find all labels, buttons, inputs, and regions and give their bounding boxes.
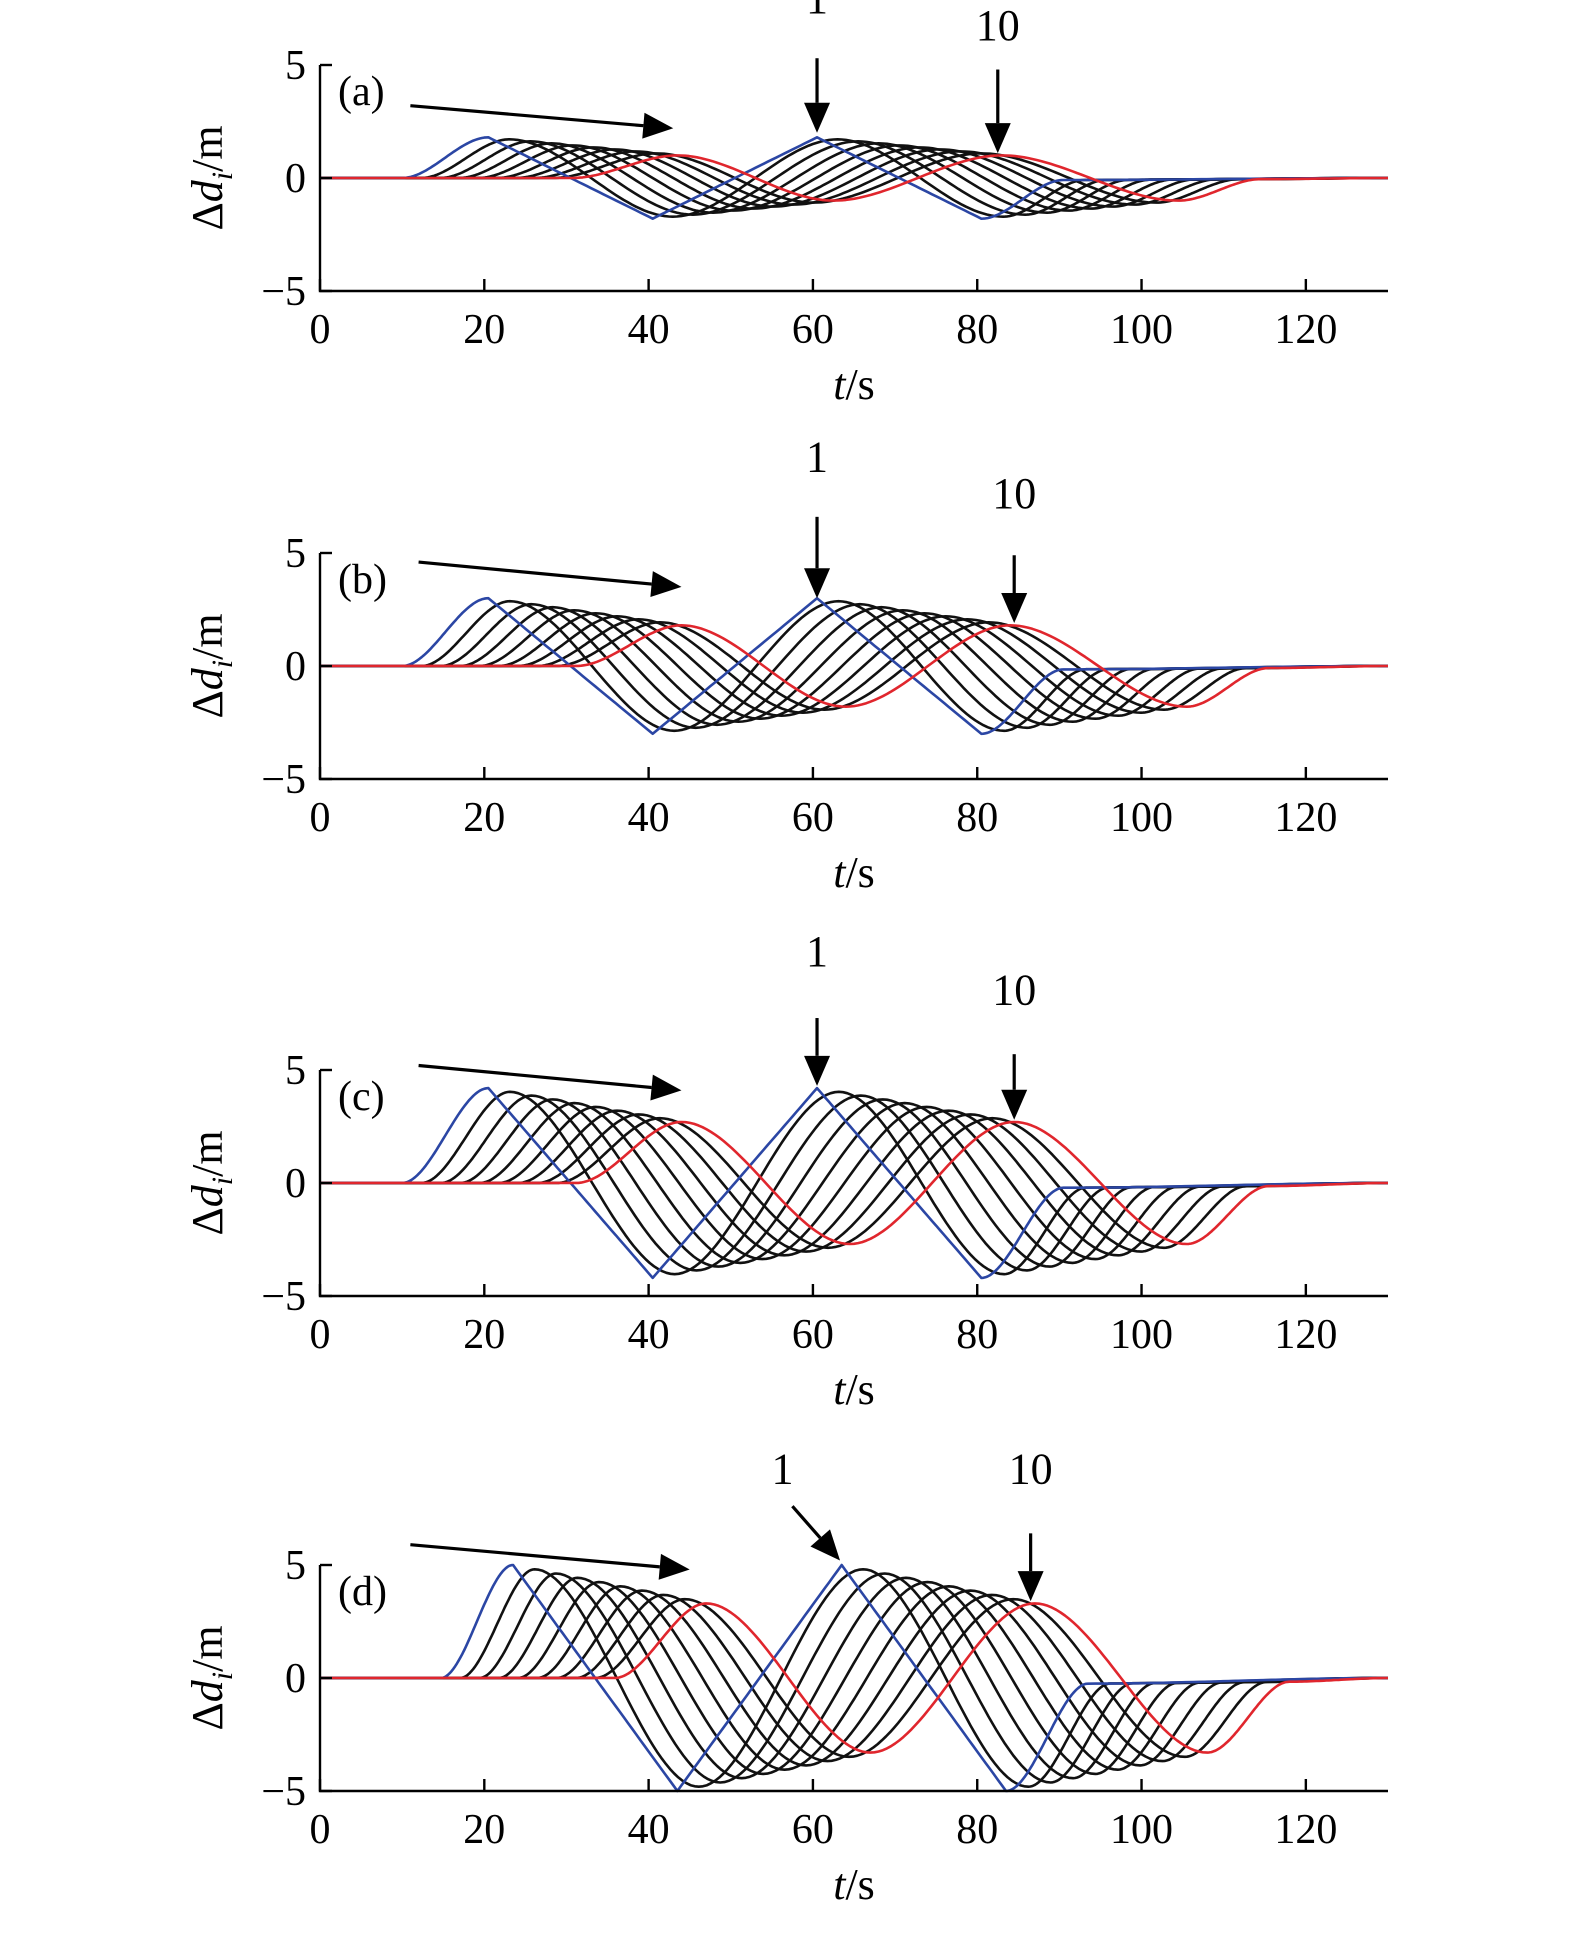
series-line-vehicle-9 [319,1116,1388,1250]
last-vehicle-label: 10 [992,965,1036,1014]
series-line-vehicle-1 [319,1563,1388,1793]
first-vehicle-arrow-head [804,568,831,599]
x-tick-label: 120 [1274,1312,1337,1358]
y-tick-label: 0 [285,156,306,202]
series-line-vehicle-10 [319,1602,1388,1754]
x-tick-label: 40 [628,795,670,841]
series-line-vehicle-9 [319,1597,1388,1759]
x-axis-label: t/s [833,1860,875,1909]
panel-label: (b) [338,557,387,603]
propagation-arrow-shaft [418,1063,652,1090]
x-tick-label: 20 [463,1807,505,1853]
y-axis-label: Δdi/m [183,125,239,230]
first-vehicle-arrow-head [804,1055,831,1086]
x-tick-label: 60 [792,1807,834,1853]
last-vehicle-arrow-head [984,123,1011,154]
series-group [319,1563,1388,1793]
series-group [319,136,1388,220]
series-line-vehicle-1 [319,1086,1388,1280]
x-tick-label: 20 [463,795,505,841]
y-tick-label: −5 [261,1274,306,1320]
x-tick-label: 120 [1274,795,1337,841]
last-vehicle-label: 10 [992,469,1036,518]
y-tick-label: 0 [285,1656,306,1702]
x-tick-label: 80 [956,795,998,841]
x-tick-label: 0 [310,1312,331,1358]
propagation-arrow-head [650,1074,682,1101]
last-vehicle-arrow-head [1001,593,1028,624]
panel-label: (c) [338,1074,385,1120]
first-vehicle-arrow-shaft [791,1505,822,1539]
first-vehicle-label: 1 [772,1445,794,1494]
x-axis-label: t/s [833,848,875,897]
first-vehicle-label: 1 [806,433,828,482]
x-tick-label: 100 [1110,307,1173,353]
series-line-vehicle-8 [319,1593,1388,1763]
y-tick-label: −5 [261,757,306,803]
series-line-vehicle-1 [319,136,1388,220]
x-tick-label: 60 [792,795,834,841]
y-tick-label: 0 [285,644,306,690]
last-vehicle-arrow-head [1017,1571,1044,1602]
y-axis-label: Δdi/m [183,613,239,718]
first-vehicle-arrow-head [804,102,831,133]
series-line-vehicle-10 [320,154,1388,202]
x-tick-label: 0 [310,1807,331,1853]
y-tick-label: 5 [285,1048,306,1094]
x-tick-label: 60 [792,1312,834,1358]
panel-label: (d) [338,1569,387,1615]
x-tick-label: 100 [1110,795,1173,841]
propagation-arrow-head [642,112,674,139]
first-vehicle-label: 1 [806,927,828,976]
first-vehicle-arrow-head [810,1529,841,1561]
propagation-arrow-shaft [410,1543,660,1569]
propagation-arrow-shaft [410,104,644,128]
x-tick-label: 100 [1110,1807,1173,1853]
x-tick-label: 80 [956,1312,998,1358]
x-axis-label: t/s [833,1365,875,1414]
y-tick-label: −5 [261,1769,306,1815]
y-tick-label: 5 [285,531,306,577]
x-tick-label: 40 [628,1807,670,1853]
series-group [319,1086,1388,1280]
series-line-vehicle-10 [319,1120,1388,1246]
x-tick-label: 120 [1274,307,1337,353]
series-line-vehicle-1 [319,596,1388,736]
first-vehicle-label: 1 [806,0,828,23]
x-tick-label: 0 [310,795,331,841]
x-tick-label: 100 [1110,1312,1173,1358]
last-vehicle-arrow-head [1001,1089,1028,1120]
x-tick-label: 40 [628,1312,670,1358]
y-axis-label: Δdi/m [183,1625,239,1730]
propagation-arrow-shaft [418,560,652,586]
y-tick-label: −5 [261,269,306,315]
x-tick-label: 60 [792,307,834,353]
series-group [319,596,1388,736]
propagation-arrow-head [650,571,682,598]
x-tick-label: 0 [310,307,331,353]
y-tick-label: 5 [285,43,306,89]
x-tick-label: 120 [1274,1807,1337,1853]
x-tick-label: 40 [628,307,670,353]
x-tick-label: 80 [956,1807,998,1853]
x-tick-label: 20 [463,1312,505,1358]
y-axis-label: Δdi/m [183,1130,239,1235]
last-vehicle-label: 10 [1009,1445,1053,1494]
propagation-arrow-head [658,1553,690,1580]
y-tick-label: 5 [285,1543,306,1589]
x-tick-label: 80 [956,307,998,353]
last-vehicle-label: 10 [976,1,1020,50]
y-tick-label: 0 [285,1161,306,1207]
x-tick-label: 20 [463,307,505,353]
x-axis-label: t/s [833,360,875,409]
panel-label: (a) [338,69,385,115]
series-line-vehicle-10 [319,624,1388,708]
